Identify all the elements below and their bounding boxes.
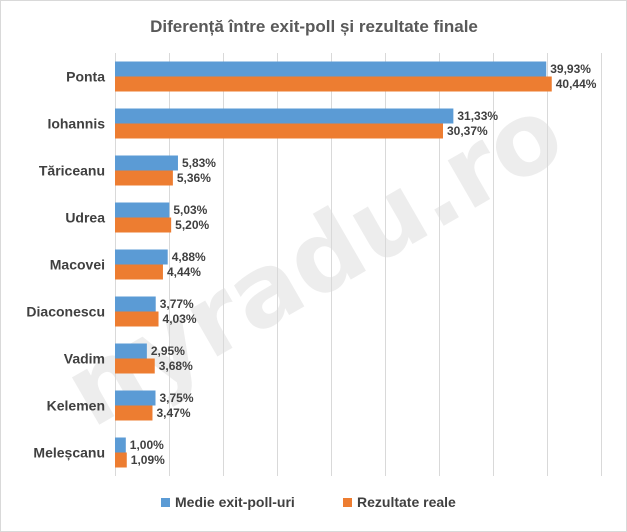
legend-swatch — [343, 498, 352, 507]
legend-label: Medie exit-poll-uri — [175, 494, 295, 510]
data-label: 1,00% — [130, 438, 164, 452]
data-label: 31,33% — [457, 109, 498, 123]
real-result-bar — [115, 76, 552, 92]
real-result-bar — [115, 217, 172, 233]
real-result-bar — [115, 358, 155, 374]
real-result-bar — [115, 452, 127, 468]
real-result-bar — [115, 123, 443, 139]
exit-poll-bar — [115, 61, 547, 77]
data-label: 4,03% — [163, 312, 197, 326]
bars-layer — [115, 61, 552, 468]
data-label: 5,36% — [177, 171, 211, 185]
real-result-bar — [115, 264, 163, 280]
chart-title: Diferență între exit-poll și rezultate f… — [150, 17, 478, 36]
category-label: Macovei — [50, 257, 105, 273]
legend-label: Rezultate reale — [357, 494, 456, 510]
data-label: 4,44% — [167, 265, 201, 279]
data-label: 3,68% — [159, 359, 193, 373]
data-label: 2,95% — [151, 344, 185, 358]
exit-poll-bar — [115, 108, 454, 124]
data-label: 40,44% — [556, 77, 597, 91]
real-result-bar — [115, 170, 173, 186]
exit-poll-bar — [115, 249, 168, 265]
legend: Medie exit-poll-uri Rezultate reale — [161, 494, 456, 510]
labels-layer: Ponta 39,93%40,44% Iohannis 31,33%30,37% Tăr… — [26, 62, 596, 467]
data-label: 4,88% — [172, 250, 206, 264]
category-label: Iohannis — [47, 116, 105, 132]
exit-poll-bar — [115, 437, 126, 453]
exit-poll-bar — [115, 343, 147, 359]
data-label: 3,47% — [156, 406, 190, 420]
exit-poll-bar — [115, 202, 170, 218]
exit-poll-bar — [115, 296, 156, 312]
exit-poll-bar — [115, 390, 156, 406]
category-label: Vadim — [64, 351, 105, 367]
data-label: 30,37% — [447, 124, 488, 138]
category-label: Meleșcanu — [33, 445, 105, 461]
category-label: Udrea — [65, 210, 105, 226]
data-label: 39,93% — [550, 62, 591, 76]
data-label: 5,83% — [182, 156, 216, 170]
data-label: 5,20% — [175, 218, 209, 232]
category-label: Tăriceanu — [39, 163, 105, 179]
category-label: Diaconescu — [26, 304, 105, 320]
real-result-bar — [115, 311, 159, 327]
category-label: Kelemen — [47, 398, 105, 414]
legend-swatch — [161, 498, 170, 507]
data-label: 1,09% — [131, 453, 165, 467]
data-label: 3,77% — [160, 297, 194, 311]
exit-poll-bar — [115, 155, 178, 171]
real-result-bar — [115, 405, 153, 421]
category-label: Ponta — [66, 69, 105, 85]
data-label: 5,03% — [173, 203, 207, 217]
data-label: 3,75% — [160, 391, 194, 405]
